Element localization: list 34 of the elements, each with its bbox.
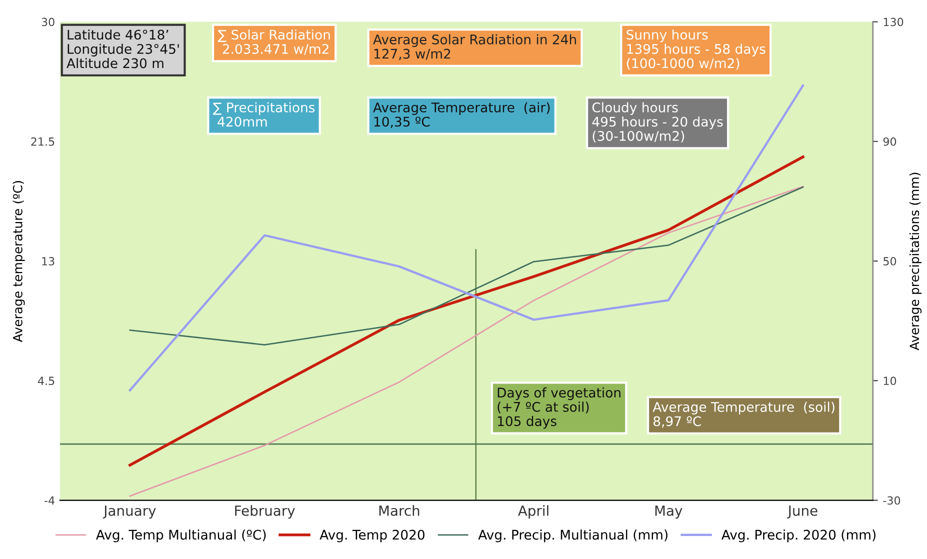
y-tick-label: 13	[42, 257, 54, 266]
annotation: ∑ Solar Radiation 2.033.471 w/m2	[218, 29, 330, 55]
line-series	[129, 186, 804, 497]
legend-label: Avg. Temp 2020	[320, 530, 424, 542]
x-tick-label: March	[379, 505, 420, 516]
x-tick-label: June	[787, 506, 818, 518]
y2-tick-label: 50	[884, 257, 896, 266]
y2-axis-title: Average precipitations (mm)	[909, 172, 922, 350]
line-series	[128, 156, 804, 467]
x-tick-label: February	[235, 505, 295, 519]
annotation: Days of vegetation (+7 ºC at soil) 105 days	[498, 387, 620, 429]
annotation: Cloudy hours 495 hours - 20 days (30-100w/m2)	[592, 102, 723, 143]
y2-tick-label: 90	[883, 137, 896, 146]
x-tick-label: May	[655, 506, 682, 519]
annotation: ∑ Precipitations 420mm	[212, 102, 315, 127]
y-tick-label: 30	[42, 18, 54, 26]
legend-label: Avg. Precip. Multianual (mm)	[478, 530, 668, 542]
line-series	[129, 186, 804, 346]
annotation: Average Temperature (air) 10,35 ºC	[373, 102, 550, 128]
y2-tick-label: -30	[883, 496, 900, 505]
x-tick-label: January	[102, 506, 156, 519]
annotation: Latitude 46°18’ Longitude 23°45' Altitude 230 m	[66, 29, 179, 68]
annotation: Sunny hours 1395 hours - 58 days (100-1000 w/m2)	[626, 29, 766, 70]
annotation: Average Temperature (soil) 8,97 ºC	[652, 402, 834, 428]
y2-tick-label: 130	[884, 18, 904, 26]
legend-label: Avg. Precip. 2020 (mm)	[721, 530, 876, 542]
y2-tick-label: 10	[884, 376, 896, 386]
y-tick-label: -4	[44, 496, 54, 505]
y-tick-label: 21.5	[31, 137, 54, 146]
y-axis-title: Average temperature (ºC)	[12, 181, 25, 342]
legend-label: Avg. Temp Multianual (ºC)	[96, 530, 266, 542]
x-tick-label: April	[518, 505, 548, 519]
y-tick-label: 4.5	[38, 376, 54, 386]
annotation: Average Solar Radiation in 24h 127,3 w/m2	[373, 34, 576, 60]
